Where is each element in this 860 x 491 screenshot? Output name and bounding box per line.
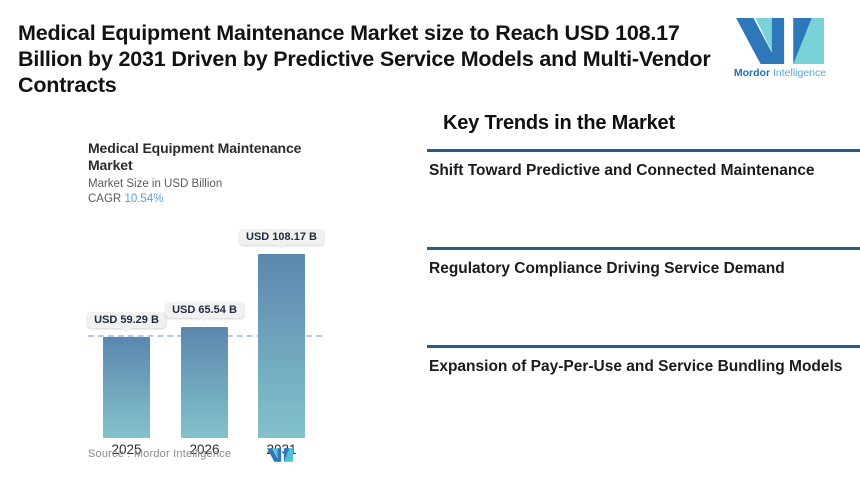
bar-column: USD 59.29 B [87, 297, 166, 439]
chart-source: Source : Mordor Intelligence [88, 448, 232, 460]
mordor-logo: Mordor Intelligence [722, 18, 838, 79]
trend-item: Regulatory Compliance Driving Service De… [427, 247, 860, 345]
bar [258, 254, 305, 439]
bar [103, 337, 150, 439]
chart-subtitle: Market Size in USD Billion [88, 178, 223, 191]
trend-title: Regulatory Compliance Driving Service De… [429, 260, 785, 277]
mordor-mini-logo-icon [267, 448, 293, 467]
mordor-wordmark: Mordor Intelligence [722, 67, 838, 79]
trend-title: Shift Toward Predictive and Connected Ma… [429, 162, 815, 179]
chart-cagr: CAGR 10.54% [88, 193, 380, 205]
mordor-logo-icon [736, 18, 824, 64]
trend-title: Expansion of Pay-Per-Use and Service Bun… [429, 358, 843, 375]
x-axis-label: 2025 [111, 442, 142, 458]
brand-name-light: Intelligence [772, 67, 827, 79]
cagr-value: 10.54% [124, 193, 164, 206]
trend-item: Expansion of Pay-Per-Use and Service Bun… [427, 345, 860, 378]
brand-name-bold: Mordor [733, 67, 771, 79]
trend-item: Shift Toward Predictive and Connected Ma… [427, 149, 860, 247]
trend-list: Shift Toward Predictive and Connected Ma… [427, 149, 860, 378]
bar-value-label: USD 108.17 B [239, 229, 324, 246]
bar-column: USD 108.17 B [239, 214, 324, 439]
bar-value-label: USD 65.54 B [165, 302, 244, 319]
bar [181, 327, 228, 439]
page-title: Medical Equipment Maintenance Market siz… [18, 21, 711, 98]
market-size-chart: Medical Equipment Maintenance Market Mar… [87, 140, 380, 462]
x-axis-label: 2026 [189, 442, 220, 458]
key-trends-panel: Key Trends in the Market Shift Toward Pr… [427, 112, 860, 378]
cagr-label: CAGR [88, 193, 122, 206]
key-trends-heading: Key Trends in the Market [443, 112, 675, 134]
bar-column: USD 65.54 B [165, 287, 244, 439]
bar-plot: USD 59.29 B 2025 USD 65.54 B 2026 USD 108.17… [87, 214, 380, 457]
chart-title: Medical Equipment Maintenance Market [88, 140, 302, 174]
bar-value-label: USD 59.29 B [87, 312, 166, 329]
